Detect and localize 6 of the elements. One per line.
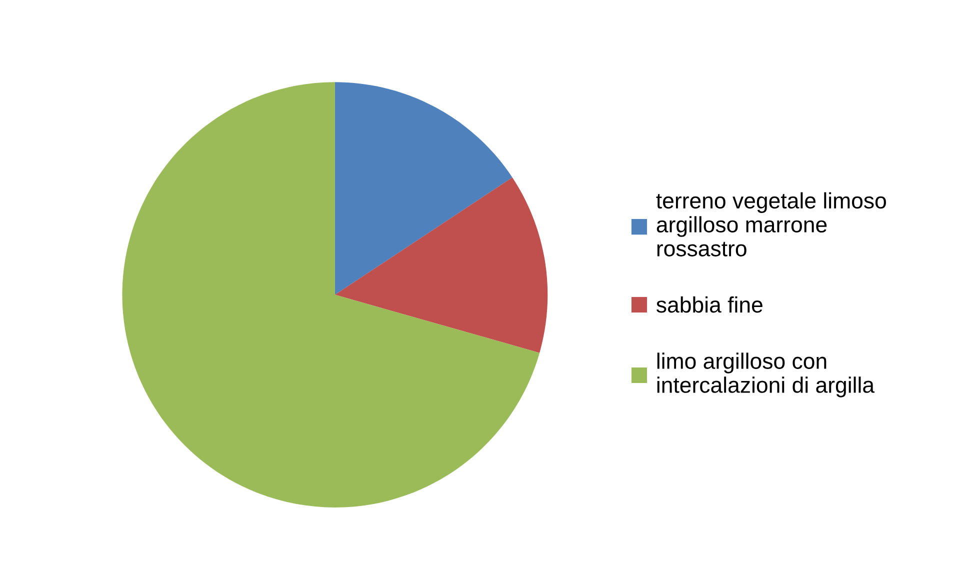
legend-label: sabbia fine xyxy=(656,296,762,313)
pie-slice xyxy=(334,177,548,353)
legend-label: limo argilloso con intercalazioni di argilla xyxy=(657,352,875,398)
legend-label: terreno vegetale limoso argilloso marrone rossastro xyxy=(656,192,886,256)
pie-slice xyxy=(334,82,512,295)
pie-slice xyxy=(122,82,540,508)
